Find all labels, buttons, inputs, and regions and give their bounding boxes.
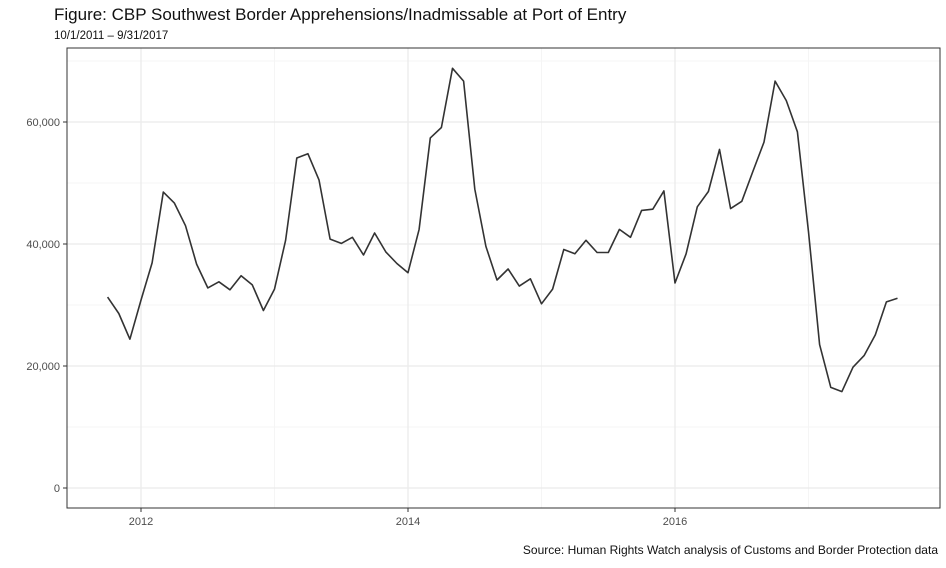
x-tick-label: 2012 — [129, 516, 153, 528]
chart-subtitle: 10/1/2011 – 9/31/2017 — [54, 30, 169, 42]
y-axis: 0 20,000 40,000 60,000 — [26, 117, 67, 495]
y-tick-label: 20,000 — [26, 361, 60, 373]
y-tick-label: 0 — [54, 483, 60, 495]
y-tick-label: 60,000 — [26, 117, 60, 129]
panel-border — [66, 47, 941, 509]
source-caption: Source: Human Rights Watch analysis of C… — [522, 543, 938, 557]
x-axis: 2012 2014 2016 — [129, 508, 687, 528]
x-tick-label: 2014 — [396, 516, 420, 528]
chart-title: Figure: CBP Southwest Border Apprehensio… — [54, 5, 627, 24]
y-tick-label: 40,000 — [26, 239, 60, 251]
gridlines — [67, 48, 940, 508]
data-line — [106, 67, 898, 393]
x-tick-label: 2016 — [663, 516, 687, 528]
